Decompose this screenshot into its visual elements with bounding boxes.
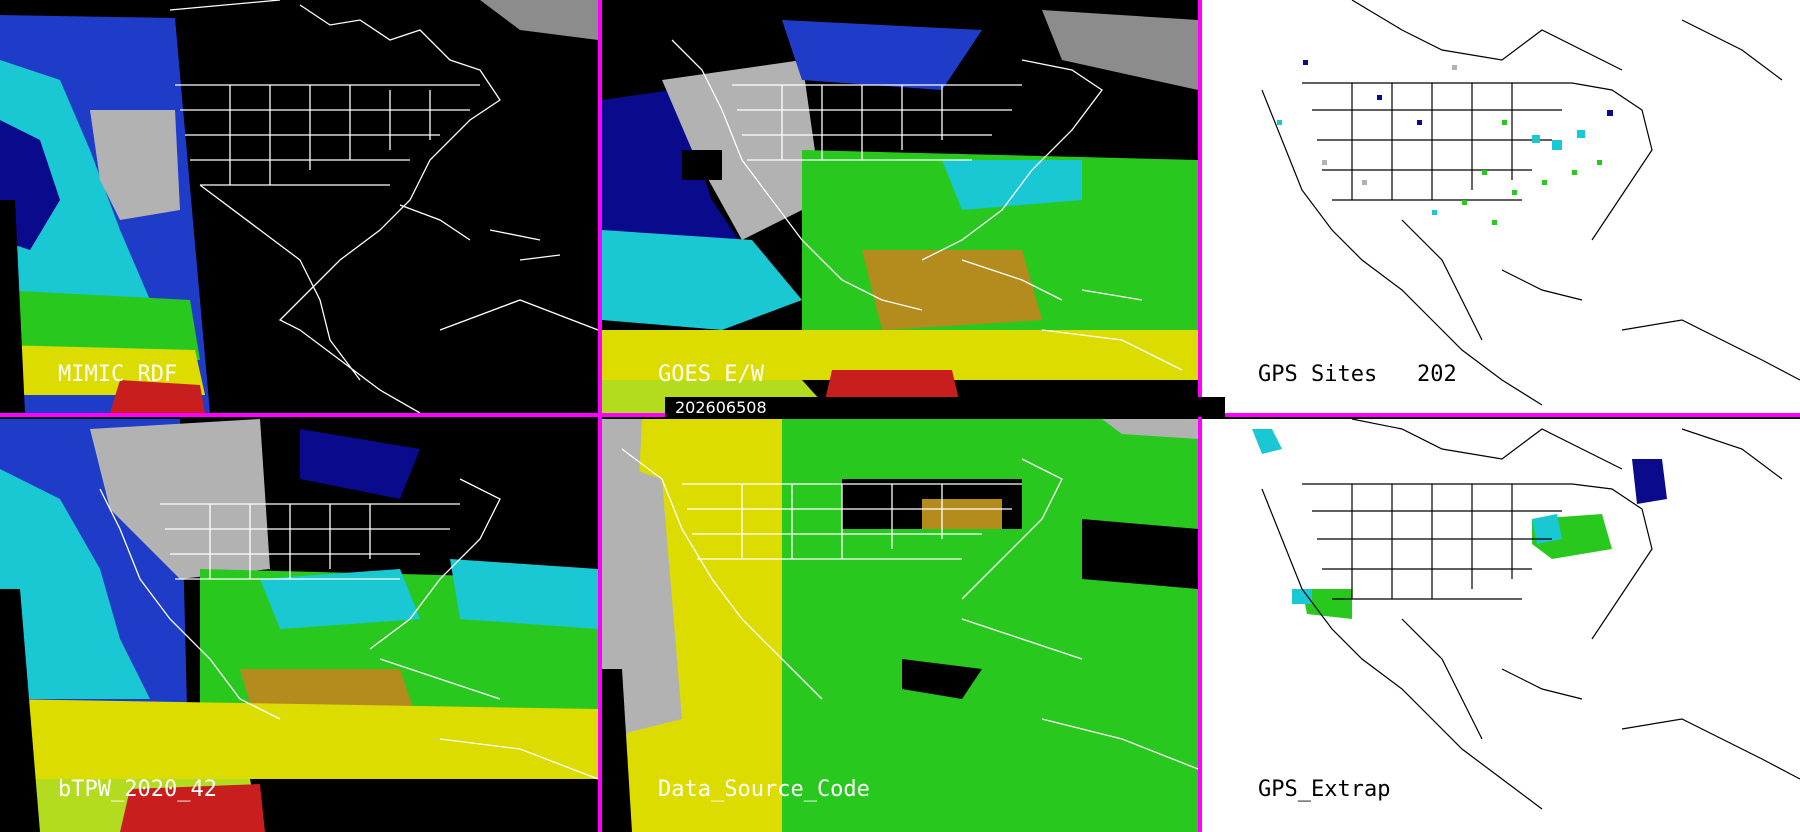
panel-data-source-code: Data_Source_Code — [602, 419, 1198, 832]
timestamp-box — [665, 397, 1225, 417]
gps-sites-title: GPS Sites — [1258, 362, 1378, 387]
gps-sites-count: 202 — [1416, 362, 1457, 387]
mimic-rdf-map — [0, 0, 598, 413]
btpw-label: bTPW_2020_42 — [58, 777, 217, 802]
gps-extrap-map — [1252, 419, 1800, 810]
gps-sites-map — [1261, 0, 1800, 406]
gps-sites-label: GPS Sites 202 — [1258, 362, 1457, 387]
goes-ew-label: GOES E/W — [658, 362, 764, 387]
btpw-map — [0, 419, 598, 832]
gps-extrap-label: GPS_Extrap — [1258, 777, 1391, 802]
panel-gps-extrap: GPS_Extrap — [1202, 419, 1800, 832]
panel-mimic-rdf: MIMIC RDF — [0, 0, 598, 413]
data-source-code-map — [602, 419, 1198, 832]
panel-gps-sites: GPS Sites 202 — [1202, 0, 1800, 413]
panel-btpw: bTPW_2020_42 — [0, 419, 598, 832]
mimic-rdf-label: MIMIC RDF — [58, 362, 178, 387]
timestamp-label: 202606508 — [675, 398, 767, 417]
panel-goes-ew: GOES E/W — [602, 0, 1198, 413]
goes-ew-map — [602, 10, 1198, 413]
gps-site-markers — [1277, 60, 1613, 225]
data-source-code-label: Data_Source_Code — [658, 777, 870, 802]
